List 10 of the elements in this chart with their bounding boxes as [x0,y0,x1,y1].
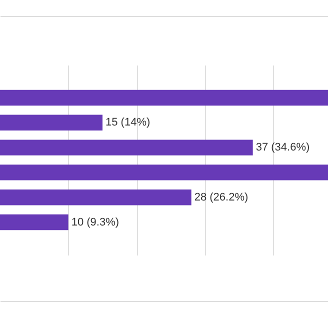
data-label: 15 (14%) [106,116,150,129]
bar [0,90,328,106]
data-label: 10 (9.3%) [71,216,120,228]
data-label: 28 (26.2%) [194,191,248,204]
bar [0,140,253,156]
bar [0,190,192,206]
bar [0,164,328,180]
data-label: 37 (34.6%) [256,142,310,154]
bar [0,214,68,230]
bar [0,114,102,130]
